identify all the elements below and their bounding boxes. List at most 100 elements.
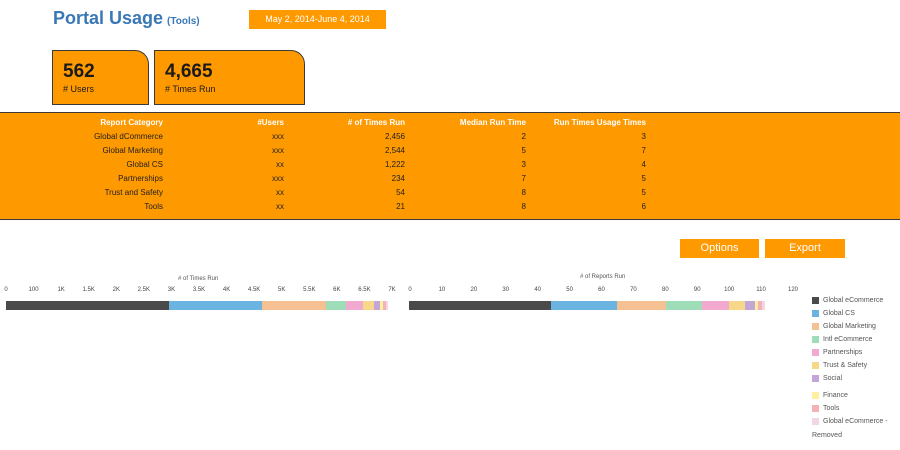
table-cell-col-times-run: 21 (396, 202, 405, 211)
chart2-tick-label: 70 (630, 287, 637, 293)
chart1-bar-segment[interactable] (379, 301, 383, 310)
table-cell-col-users: xxx (272, 146, 284, 155)
legend-swatch (812, 375, 819, 382)
legend-label: Trust & Safety (823, 362, 868, 369)
chart2-tick-label: 0 (408, 287, 412, 293)
chart1-tick-label: 6K (333, 287, 341, 293)
kpi-value: 4,665 (165, 61, 213, 82)
table-cell-col-users: xx (276, 202, 284, 211)
options-button[interactable]: Options (680, 239, 759, 258)
table-cell-col-report-category: Trust and Safety (104, 188, 163, 197)
export-button[interactable]: Export (765, 239, 845, 258)
chart1-tick-label: 7K (388, 287, 396, 293)
legend-swatch (812, 323, 819, 330)
legend-label: Intl eCommerce (823, 336, 873, 343)
legend-label: Finance (823, 392, 848, 399)
legend-label: Global Marketing (823, 323, 876, 330)
table-cell-col-times-run: 1,222 (384, 160, 405, 169)
legend-label: Global eCommerce (823, 297, 884, 304)
chart1-tick-label: 4K (222, 287, 231, 293)
chart1-bar-segment[interactable] (6, 301, 169, 310)
chart2-bar-segment[interactable] (745, 301, 756, 310)
chart2-tick-label: 60 (598, 287, 605, 293)
page-title-text: Portal Usage (53, 8, 164, 28)
chart2-bar-segment[interactable] (702, 301, 729, 310)
table-cell-col-users: xx (276, 160, 284, 169)
date-range-button[interactable]: May 2, 2014-June 4, 2014 (249, 10, 386, 29)
legend-label: Global CS (823, 310, 855, 317)
table-cell-col-report-category: Tools (144, 202, 163, 211)
chart1-bar-segment[interactable] (326, 301, 346, 310)
legend-item[interactable]: Global eCommerce (812, 297, 883, 306)
chart1-tick-label: 1K (57, 287, 65, 293)
legend-item[interactable]: Tools (812, 405, 839, 414)
chart1-bar-segment[interactable] (168, 301, 262, 310)
legend-item[interactable]: Trust & Safety (812, 362, 867, 371)
kpi-card-times-run: 4,665 # Times Run (154, 50, 305, 105)
kpi-value: 562 (63, 61, 95, 82)
chart2-bar-segment[interactable] (666, 301, 703, 310)
table-header-col-report-category: Report Category (100, 118, 163, 127)
chart1-tick-label: 2.5K (137, 287, 151, 293)
table-cell-col-times-run: 2,456 (384, 132, 405, 141)
chart2-bar-segment[interactable] (761, 301, 765, 310)
table-cell-col-median-run-time: 5 (521, 146, 526, 155)
legend-item[interactable]: Partnerships (812, 349, 862, 358)
legend-swatch (812, 418, 819, 425)
legend-label: Tools (823, 405, 840, 412)
kpi-label: # Times Run (165, 84, 216, 94)
chart1-tick-label: 6.5K (358, 287, 371, 293)
page-subtitle: (Tools) (167, 16, 200, 27)
kpi-label: # Users (63, 84, 95, 94)
chart2-tick-label: 110 (756, 287, 766, 293)
table-cell-col-usage-times: 5 (641, 174, 646, 183)
table-cell-col-times-run: 234 (391, 174, 405, 183)
chart2-bar-segment[interactable] (728, 301, 746, 310)
chart2-tick-label: 20 (470, 287, 478, 293)
chart1-bar-segment[interactable] (362, 301, 374, 310)
table-header-col-usage-times: Run Times Usage Times (553, 118, 646, 127)
chart1-tick-label: 0 (4, 287, 8, 293)
legend-item[interactable]: Social (812, 375, 842, 384)
chart1-tick-label: 3K (167, 287, 176, 293)
chart1-bar-segment[interactable] (345, 301, 363, 310)
legend-label: Global eCommerce - (823, 418, 888, 425)
chart1-bar-segment[interactable] (382, 301, 386, 310)
chart2-bar-segment[interactable] (758, 301, 762, 310)
legend-label: Social (823, 375, 843, 382)
table-cell-col-median-run-time: 8 (521, 202, 526, 211)
legend-item[interactable]: Intl eCommerce (812, 336, 872, 345)
chart1-bar-segment[interactable] (261, 301, 327, 310)
chart2-bar-segment[interactable] (616, 301, 667, 310)
kpi-card-users: 562 # Users (52, 50, 149, 105)
chart2-tick-label: 30 (502, 287, 510, 293)
chart2-tick-label: 80 (661, 287, 669, 293)
legend-swatch (812, 362, 819, 369)
chart2-bar-segment[interactable] (409, 301, 551, 310)
table-cell-col-report-category: Global CS (126, 160, 163, 169)
table-cell-col-users: xxx (272, 132, 284, 141)
table-cell-col-users: xx (276, 188, 284, 197)
table-cell-col-usage-times: 6 (641, 202, 646, 211)
table-cell-col-times-run: 2,544 (384, 146, 405, 155)
chart2-tick-label: 120 (787, 287, 799, 293)
legend-note: Removed (812, 432, 842, 439)
table-cell-col-report-category: Global dCommerce (94, 132, 163, 141)
chart1-tick-label: 4.5K (247, 287, 261, 293)
legend-item[interactable]: Finance (812, 392, 848, 401)
usage-table: Report Category #Users # of Times Run Media… (0, 112, 900, 220)
legend-item[interactable]: Global CS (812, 310, 855, 319)
chart1-bar-segment[interactable] (373, 301, 380, 310)
chart2-bar-segment[interactable] (755, 301, 759, 310)
chart1-bar-segment[interactable] (385, 301, 388, 310)
chart2-bar-segment[interactable] (550, 301, 617, 310)
chart1-tick-label: 1.5K (82, 287, 95, 293)
chart1-tick-label: 5.5K (303, 287, 316, 293)
legend-item[interactable]: Global eCommerce - (812, 418, 888, 427)
legend-item[interactable]: Global Marketing (812, 323, 876, 332)
table-cell-col-usage-times: 7 (641, 146, 646, 155)
table-header-col-times-run: # of Times Run (347, 118, 405, 127)
legend-swatch (812, 349, 819, 356)
legend-label: Partnerships (823, 349, 863, 356)
legend-swatch (812, 392, 819, 399)
